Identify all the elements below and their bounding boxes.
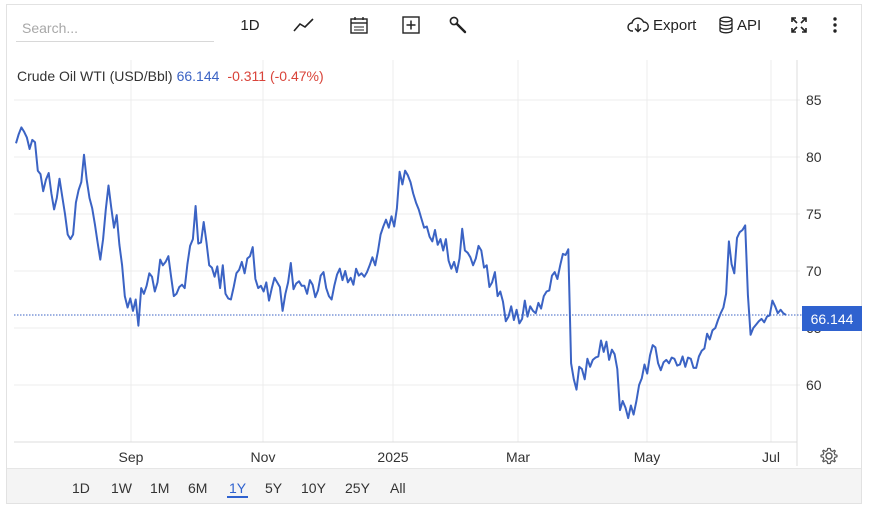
cloud-download-icon: [627, 17, 649, 33]
database-icon: [719, 16, 733, 34]
more-options-button[interactable]: [826, 12, 844, 38]
add-icon: [402, 16, 420, 34]
x-tick-label: Mar: [506, 449, 530, 465]
settings-tools-button[interactable]: [444, 12, 472, 38]
legend-change: -0.311 (-0.47%): [227, 68, 324, 84]
x-tick-label: May: [634, 449, 660, 465]
x-tick-label: 2025: [377, 449, 408, 465]
price-series-line: [15, 126, 787, 420]
legend-value: 66.144: [176, 68, 220, 84]
range-10y-button[interactable]: 10Y: [301, 480, 326, 496]
fullscreen-button[interactable]: [786, 12, 812, 38]
range-1d-button[interactable]: 1D: [72, 480, 90, 496]
chart-type-button[interactable]: [290, 12, 318, 38]
search-input[interactable]: [16, 14, 214, 41]
line-chart-icon: [293, 18, 314, 32]
y-tick-label: 80: [806, 149, 822, 165]
compare-button[interactable]: [397, 12, 425, 38]
range-all-button[interactable]: All: [390, 480, 406, 496]
range-1y-button[interactable]: 1Y: [227, 480, 249, 498]
y-tick-label: 85: [806, 92, 822, 108]
x-tick-label: Nov: [251, 449, 276, 465]
export-label: Export: [653, 16, 697, 34]
wrench-icon: [449, 16, 467, 34]
x-tick-label: Sep: [119, 449, 144, 465]
api-label: API: [737, 16, 762, 34]
y-tick-label: 75: [806, 206, 822, 222]
y-tick-label: 70: [806, 263, 822, 279]
x-tick-label: Jul: [762, 449, 780, 465]
range-25y-button[interactable]: 25Y: [345, 480, 370, 496]
chart-widget: [6, 4, 862, 504]
expand-icon: [791, 17, 807, 33]
range-5y-button[interactable]: 5Y: [265, 480, 283, 496]
range-1m-button[interactable]: 1M: [150, 480, 170, 496]
interval-button[interactable]: 1D: [236, 12, 264, 38]
calendar-button[interactable]: [345, 12, 373, 38]
range-1w-button[interactable]: 1W: [111, 480, 132, 496]
range-6m-button[interactable]: 6M: [188, 480, 208, 496]
current-price-tag: 66.144: [802, 306, 862, 331]
calendar-icon: [350, 17, 368, 34]
export-button[interactable]: Export: [627, 12, 701, 38]
more-vertical-icon: [833, 17, 837, 33]
interval-label: 1D: [240, 16, 260, 34]
chart-legend: Crude Oil WTI (USD/Bbl) 66.144 -0.311 (-0.…: [17, 68, 324, 84]
y-tick-label: 60: [806, 377, 822, 393]
search-box[interactable]: [16, 14, 214, 42]
gear-icon: [820, 447, 838, 465]
chart-settings-button[interactable]: [819, 446, 839, 466]
range-selector-bar: 1D 1W 1M 6M 1Y 5Y 10Y 25Y All: [7, 468, 861, 503]
api-button[interactable]: API: [718, 12, 766, 38]
legend-series-name: Crude Oil WTI (USD/Bbl): [17, 68, 173, 84]
